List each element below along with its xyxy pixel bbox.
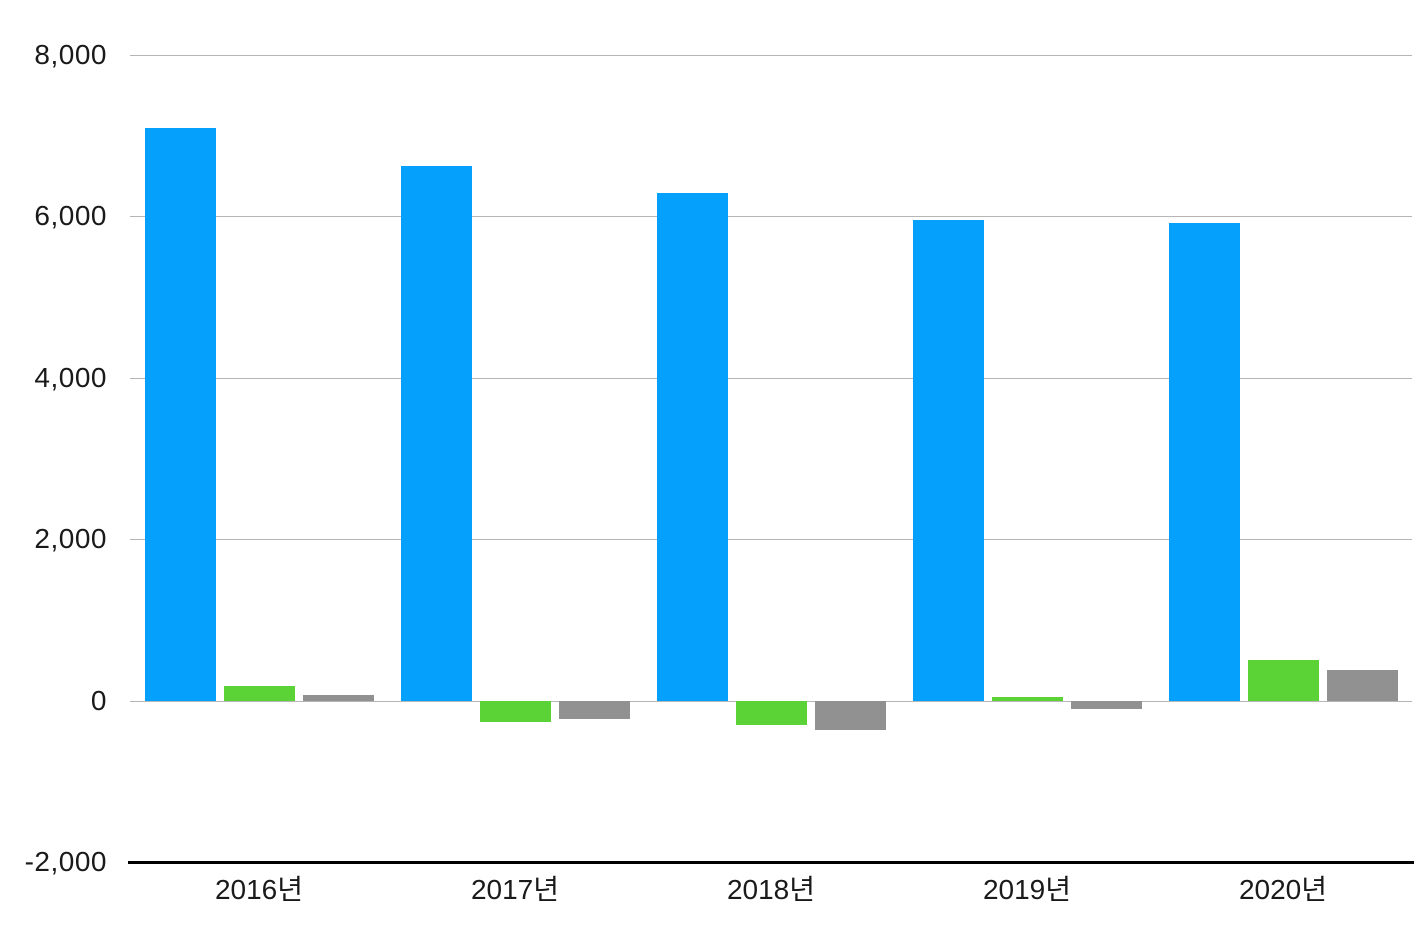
x-axis-label-2020년: 2020년 bbox=[1238, 874, 1328, 905]
bar-gray-2020년 bbox=[1326, 669, 1398, 701]
bar-green-2019년 bbox=[991, 697, 1063, 701]
bar-blue-2017년 bbox=[400, 165, 472, 701]
x-axis-label-2016년: 2016년 bbox=[214, 874, 304, 905]
y-axis-tick-label: 8,000 bbox=[34, 39, 107, 70]
bar-gray-2017년 bbox=[558, 700, 630, 720]
bar-gray-2016년 bbox=[302, 694, 374, 701]
bar-gray-2019년 bbox=[1070, 700, 1142, 710]
x-axis-label-2017년: 2017년 bbox=[470, 874, 560, 905]
x-axis-label-2018년: 2018년 bbox=[726, 874, 816, 905]
bar-blue-2018년 bbox=[656, 192, 728, 701]
y-axis-tick-label: 6,000 bbox=[34, 200, 107, 232]
gridline-6000 bbox=[130, 216, 1412, 218]
bar-green-2020년 bbox=[1247, 660, 1319, 701]
y-axis-tick-label: 0 bbox=[90, 684, 107, 716]
bar-green-2018년 bbox=[735, 700, 807, 725]
bar-green-2016년 bbox=[223, 686, 295, 701]
bar-blue-2020년 bbox=[1168, 222, 1240, 701]
gridline-2000 bbox=[130, 539, 1412, 541]
bar-blue-2016년 bbox=[144, 127, 216, 701]
y-axis-tick-label: 2,000 bbox=[34, 523, 107, 555]
bar-gray-2018년 bbox=[814, 700, 886, 731]
x-axis-line bbox=[128, 861, 1414, 864]
bar-blue-2019년 bbox=[912, 219, 984, 701]
x-axis-label-2019년: 2019년 bbox=[982, 874, 1072, 905]
bar-green-2017년 bbox=[479, 700, 551, 723]
gridline-4000 bbox=[130, 377, 1412, 379]
gridline-8000 bbox=[130, 55, 1412, 56]
y-axis-tick-label: 4,000 bbox=[34, 361, 107, 393]
y-axis-tick-label: -2,000 bbox=[24, 846, 107, 877]
